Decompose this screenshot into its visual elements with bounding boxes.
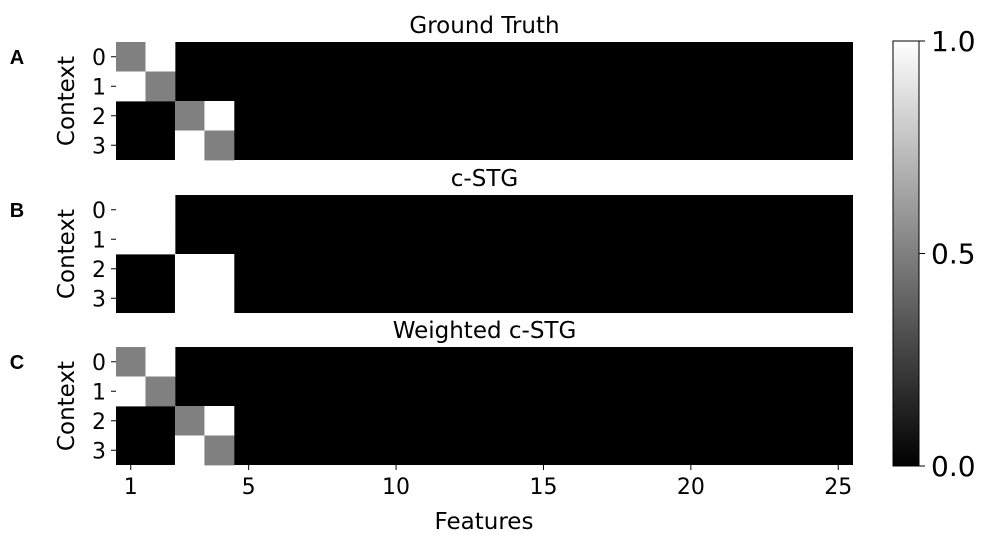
panel-c: C Weighted c-STG Context 0 1 2 3 [10, 318, 853, 466]
x-tick-label: 25 [824, 475, 852, 500]
heatmap-cell [116, 42, 146, 72]
x-axis-label: Features [435, 509, 534, 535]
y-tick-label: 1 [92, 75, 106, 100]
colorbar: 0.0 0.5 1.0 [892, 25, 976, 483]
heatmap-cell [116, 347, 146, 377]
heatmap-background [116, 347, 853, 465]
y-axis-label: Context [54, 361, 80, 451]
panel-title: Ground Truth [409, 13, 559, 39]
heatmap-cell [145, 71, 176, 102]
x-tick-label: 5 [242, 475, 256, 500]
heatmap-cell [145, 347, 176, 377]
colorbar-gradient [892, 40, 920, 467]
heatmap-cell [174, 435, 205, 466]
colorbar-tick-label: 1.0 [931, 25, 976, 58]
y-axis-label: Context [54, 56, 80, 146]
panel-a: A Ground Truth Context 0 1 2 3 [10, 13, 853, 161]
heatmap-cell [174, 101, 205, 131]
heatmap-cell [145, 376, 176, 407]
heatmap-background [116, 195, 853, 313]
heatmap-background [116, 42, 853, 160]
y-tick-label: 0 [92, 351, 106, 376]
heatmap-cell [204, 406, 235, 436]
heatmap-cell [145, 195, 176, 225]
x-tick-label: 20 [677, 475, 705, 500]
y-tick-label: 2 [92, 410, 106, 435]
panel-title: c-STG [451, 166, 518, 192]
panel-title: Weighted c-STG [393, 318, 577, 344]
panel-letter: C [10, 352, 24, 374]
panel-letter: A [10, 47, 24, 69]
y-tick-label: 2 [92, 258, 106, 283]
heatmap-cell [204, 283, 235, 314]
heatmap-cell [116, 376, 146, 407]
heatmap-cell [204, 101, 235, 131]
y-tick-label: 3 [92, 439, 106, 464]
x-axis-ticks: 1 5 10 15 20 25 [124, 465, 852, 500]
heatmap-cell [145, 42, 176, 72]
heatmap-cell [174, 406, 205, 436]
y-tick-label: 2 [92, 105, 106, 130]
panel-letter: B [10, 200, 24, 222]
heatmap-cell [116, 71, 146, 102]
panel-b: Bc-STG Context 0 1 2 3 [10, 166, 853, 314]
y-tick-label: 0 [92, 199, 106, 224]
y-tick-label: 0 [92, 46, 106, 71]
heatmap-cell [116, 224, 146, 255]
y-tick-label: 1 [92, 228, 106, 253]
heatmap-cell [204, 435, 235, 466]
heatmap-panels: A Ground Truth Context 0 1 2 3 Bc-STG Context 0 1 2… [10, 13, 853, 500]
x-tick-label: 10 [382, 475, 410, 500]
heatmap-cell [145, 224, 176, 255]
colorbar-tick-label: 0.0 [931, 450, 976, 483]
y-tick-label: 3 [92, 134, 106, 159]
y-axis-label: Context [54, 209, 80, 299]
x-tick-label: 1 [124, 475, 138, 500]
colorbar-tick-label: 0.5 [931, 238, 976, 271]
x-tick-label: 15 [529, 475, 557, 500]
heatmap-cell [174, 130, 205, 161]
heatmap-cell [204, 130, 235, 161]
heatmap-cell [116, 195, 146, 225]
y-tick-label: 1 [92, 380, 106, 405]
heatmap-cell [174, 254, 205, 284]
heatmap-cell [174, 283, 205, 314]
y-tick-label: 3 [92, 287, 106, 312]
heatmap-cell [204, 254, 235, 284]
